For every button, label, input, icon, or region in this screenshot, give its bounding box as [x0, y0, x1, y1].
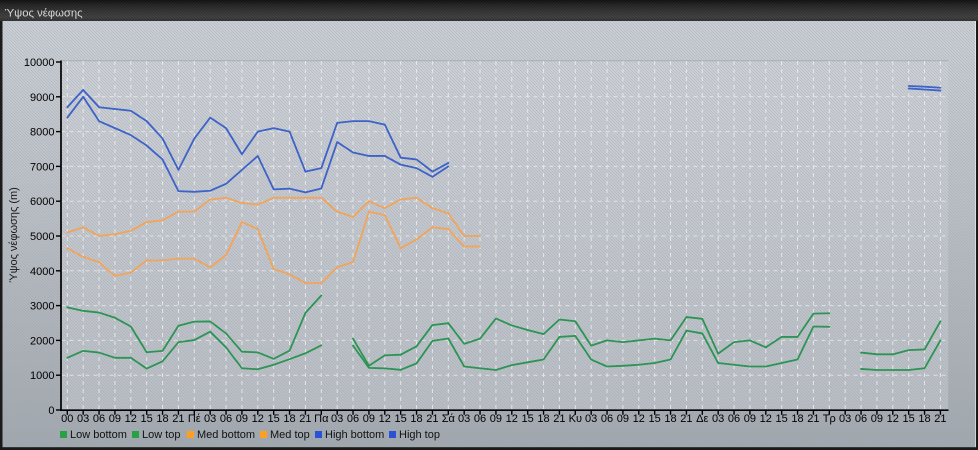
svg-text:06: 06 — [220, 413, 232, 425]
svg-text:15: 15 — [395, 413, 407, 425]
svg-text:21: 21 — [553, 413, 565, 425]
svg-text:09: 09 — [744, 413, 756, 425]
svg-text:12: 12 — [125, 413, 137, 425]
svg-text:09: 09 — [109, 413, 121, 425]
svg-text:7000: 7000 — [30, 161, 54, 173]
svg-text:High top: High top — [399, 429, 440, 441]
svg-text:09: 09 — [236, 413, 248, 425]
svg-text:06: 06 — [855, 413, 867, 425]
svg-text:09: 09 — [617, 413, 629, 425]
svg-text:1000: 1000 — [30, 370, 54, 382]
svg-text:12: 12 — [252, 413, 264, 425]
svg-text:21: 21 — [934, 413, 946, 425]
svg-text:00: 00 — [61, 413, 73, 425]
svg-text:High bottom: High bottom — [325, 429, 384, 441]
svg-text:03: 03 — [204, 413, 216, 425]
svg-text:06: 06 — [474, 413, 486, 425]
svg-text:15: 15 — [649, 413, 661, 425]
svg-text:09: 09 — [363, 413, 375, 425]
svg-text:2000: 2000 — [30, 335, 54, 347]
svg-text:3000: 3000 — [30, 301, 54, 313]
svg-text:18: 18 — [156, 413, 168, 425]
svg-text:Τρ: Τρ — [823, 413, 836, 425]
svg-text:12: 12 — [379, 413, 391, 425]
svg-text:03: 03 — [331, 413, 343, 425]
svg-text:18: 18 — [664, 413, 676, 425]
svg-text:06: 06 — [347, 413, 359, 425]
svg-text:03: 03 — [839, 413, 851, 425]
svg-text:Low bottom: Low bottom — [70, 429, 127, 441]
svg-text:Σά: Σά — [442, 413, 456, 425]
svg-text:15: 15 — [903, 413, 915, 425]
svg-text:Πέ: Πέ — [188, 413, 201, 425]
svg-text:18: 18 — [791, 413, 803, 425]
svg-text:06: 06 — [728, 413, 740, 425]
svg-text:21: 21 — [426, 413, 438, 425]
svg-text:12: 12 — [760, 413, 772, 425]
svg-text:15: 15 — [141, 413, 153, 425]
svg-text:Ύψος νέφωσης: Ύψος νέφωσης — [5, 8, 84, 20]
svg-text:03: 03 — [712, 413, 724, 425]
svg-text:Ύψος νέφωσης (m): Ύψος νέφωσης (m) — [8, 187, 20, 283]
svg-text:0: 0 — [48, 405, 54, 417]
svg-text:Med top: Med top — [270, 429, 310, 441]
svg-text:03: 03 — [77, 413, 89, 425]
svg-text:03: 03 — [458, 413, 470, 425]
svg-text:09: 09 — [871, 413, 883, 425]
svg-text:06: 06 — [93, 413, 105, 425]
svg-text:15: 15 — [522, 413, 534, 425]
svg-text:21: 21 — [807, 413, 819, 425]
svg-text:18: 18 — [410, 413, 422, 425]
svg-text:15: 15 — [776, 413, 788, 425]
svg-text:6000: 6000 — [30, 196, 54, 208]
svg-text:9000: 9000 — [30, 92, 54, 104]
svg-text:09: 09 — [490, 413, 502, 425]
svg-text:12: 12 — [506, 413, 518, 425]
svg-text:21: 21 — [299, 413, 311, 425]
svg-text:12: 12 — [633, 413, 645, 425]
svg-text:18: 18 — [537, 413, 549, 425]
svg-text:15: 15 — [268, 413, 280, 425]
svg-text:Δε: Δε — [696, 413, 708, 425]
svg-text:18: 18 — [283, 413, 295, 425]
svg-text:Low top: Low top — [142, 429, 181, 441]
svg-text:18: 18 — [918, 413, 930, 425]
svg-text:Πα: Πα — [314, 413, 329, 425]
svg-text:4000: 4000 — [30, 266, 54, 278]
svg-text:10000: 10000 — [24, 57, 55, 69]
svg-text:8000: 8000 — [30, 127, 54, 139]
svg-text:5000: 5000 — [30, 231, 54, 243]
svg-text:03: 03 — [585, 413, 597, 425]
svg-text:21: 21 — [680, 413, 692, 425]
svg-text:Med bottom: Med bottom — [197, 429, 255, 441]
svg-text:06: 06 — [601, 413, 613, 425]
svg-text:21: 21 — [172, 413, 184, 425]
svg-text:12: 12 — [887, 413, 899, 425]
svg-text:Κυ: Κυ — [569, 413, 582, 425]
